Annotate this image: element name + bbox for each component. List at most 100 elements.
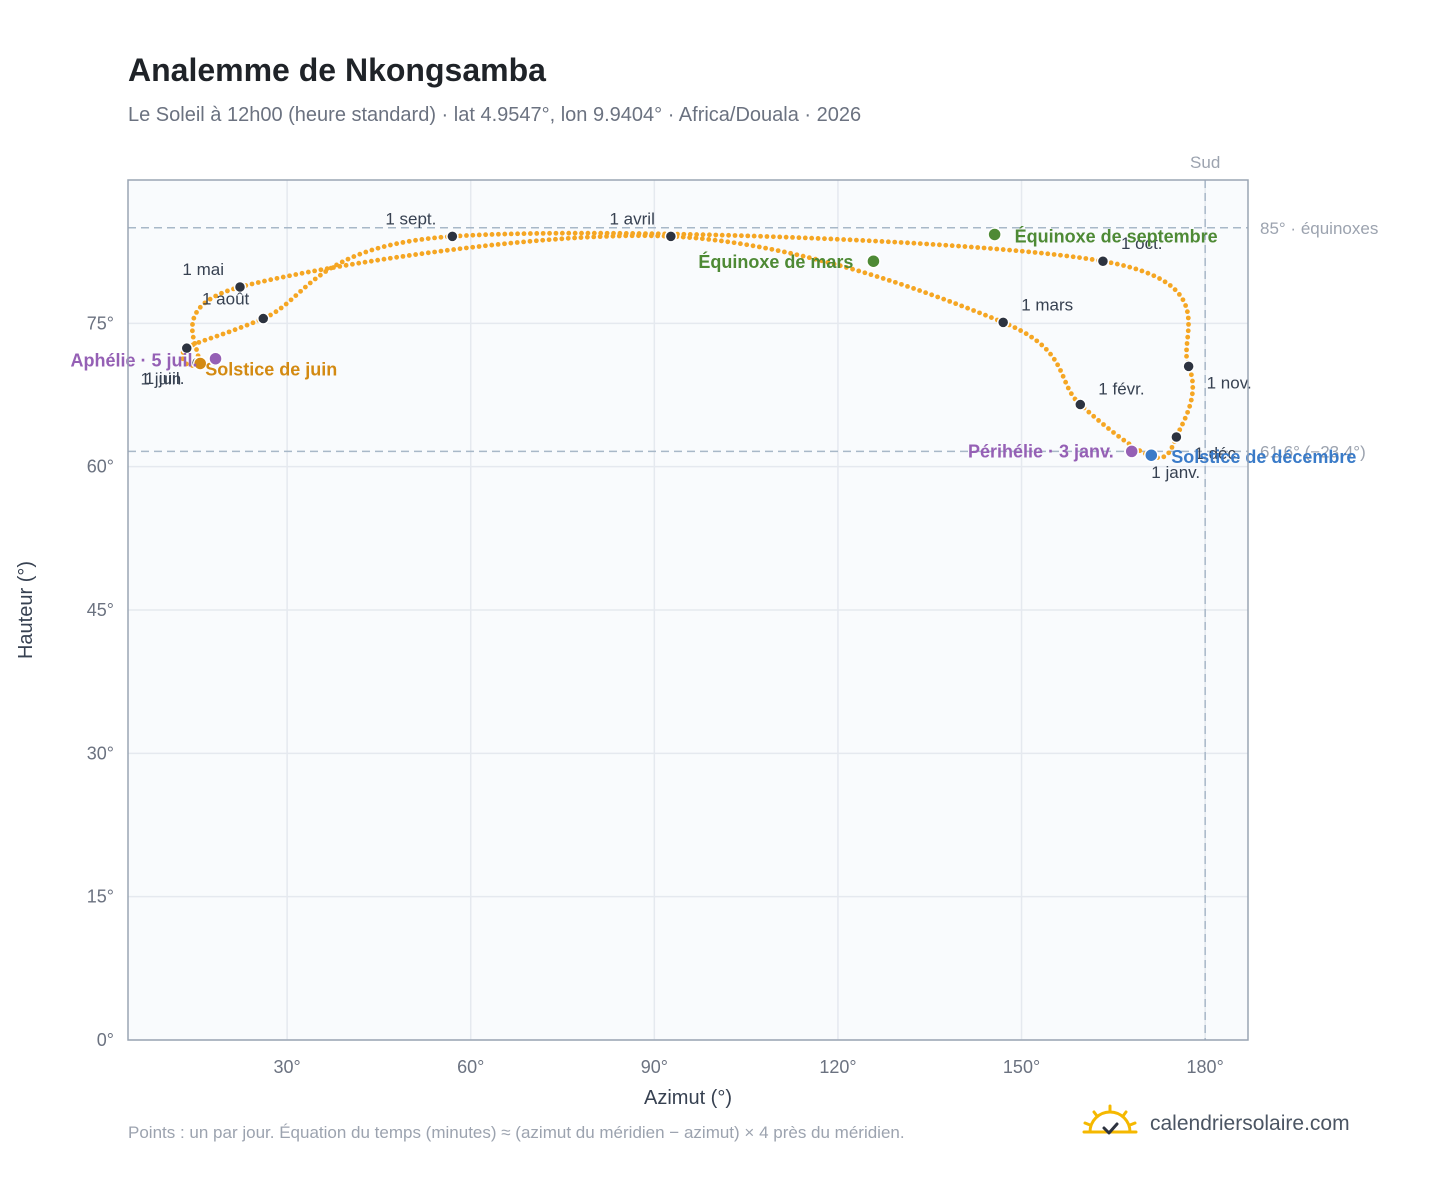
month-label: 1 août <box>202 290 250 309</box>
daily-point <box>899 281 904 287</box>
daily-point <box>1051 252 1057 257</box>
daily-point <box>617 230 623 236</box>
daily-point <box>464 233 469 238</box>
daily-point <box>1058 252 1063 258</box>
daily-point <box>1111 430 1116 435</box>
event-label: Solstice de juin <box>205 359 337 379</box>
month-label: 1 sept. <box>385 209 436 228</box>
month-marker <box>233 280 247 294</box>
daily-point <box>965 305 971 311</box>
daily-point <box>981 245 987 251</box>
chart-subtitle: Le Soleil à 12h00 (heure standard) · lat… <box>128 104 862 126</box>
reference-line-label: 61.6° (−23.4°) <box>1260 442 1366 461</box>
daily-point <box>369 247 375 253</box>
daily-point <box>769 246 775 252</box>
daily-point <box>534 231 540 236</box>
daily-point <box>546 237 552 243</box>
daily-point <box>917 288 922 293</box>
daily-point <box>694 232 700 237</box>
daily-point <box>854 237 859 243</box>
daily-point <box>273 309 279 315</box>
daily-point <box>949 243 955 249</box>
daily-point <box>598 230 604 236</box>
sun-logo-icon <box>1082 1104 1138 1135</box>
daily-point <box>923 290 929 296</box>
daily-point <box>375 245 381 251</box>
daily-point <box>249 281 255 287</box>
daily-point <box>362 259 368 265</box>
daily-point <box>387 255 393 261</box>
daily-point <box>268 277 274 283</box>
daily-point <box>572 235 577 241</box>
daily-point <box>1187 403 1193 409</box>
brand-link[interactable]: calendriersolaire.com <box>1150 1112 1350 1135</box>
daily-point <box>438 234 444 240</box>
daily-point <box>737 241 743 247</box>
daily-point <box>508 240 514 246</box>
daily-point <box>941 296 947 302</box>
y-tick-label: 60° <box>87 457 114 477</box>
month-marker <box>996 316 1010 329</box>
plot-frame <box>127 179 1249 1041</box>
daily-point <box>917 241 923 246</box>
daily-point <box>553 230 559 236</box>
daily-point <box>758 233 763 239</box>
daily-point <box>719 232 725 238</box>
daily-point <box>375 257 381 263</box>
daily-point <box>1032 250 1038 255</box>
daily-point <box>788 250 794 256</box>
daily-point <box>489 232 495 237</box>
event-marker <box>987 227 1002 242</box>
daily-point <box>693 235 699 241</box>
daily-point <box>1026 249 1032 255</box>
x-tick-label: 60° <box>457 1057 484 1077</box>
axis-ticks: 30° 60° 90° 120° 150° 180° 0° 15° 30° 45° 60° 75° <box>87 313 1224 1077</box>
daily-point <box>953 301 959 307</box>
daily-point <box>1108 260 1114 266</box>
daily-point <box>959 303 965 309</box>
daily-point <box>802 235 808 241</box>
daily-point <box>623 230 629 236</box>
daily-point <box>208 335 214 341</box>
daily-point <box>540 237 546 243</box>
daily-point <box>219 290 224 296</box>
event-label: Aphélie · 5 juil. <box>70 351 197 371</box>
daily-point <box>357 251 363 257</box>
y-tick-label: 0° <box>97 1030 114 1050</box>
daily-point <box>572 230 578 236</box>
daily-point <box>1139 268 1145 274</box>
daily-point <box>283 301 289 307</box>
daily-point <box>1177 427 1183 433</box>
daily-point <box>1190 378 1195 384</box>
daily-point <box>1063 379 1069 385</box>
event-marker <box>192 356 208 371</box>
daily-point <box>731 240 737 246</box>
month-label: 1 juin <box>141 370 182 389</box>
daily-point <box>495 242 501 247</box>
month-label: 1 nov. <box>1207 373 1252 392</box>
daily-point <box>1045 251 1051 257</box>
brand[interactable]: calendriersolaire.com <box>1082 1104 1350 1144</box>
daily-point <box>317 272 323 278</box>
daily-point <box>744 242 750 248</box>
daily-point <box>815 236 821 241</box>
daily-point <box>483 243 488 249</box>
daily-point <box>1058 368 1063 373</box>
daily-point <box>1051 356 1057 362</box>
daily-point <box>706 237 712 242</box>
daily-point <box>1077 255 1082 261</box>
daily-point <box>862 270 868 276</box>
daily-point <box>806 255 812 261</box>
reference-lines: Sud 85° · équinoxes 61.6° (−23.4°) <box>128 153 1378 1040</box>
daily-point <box>994 246 1000 252</box>
y-tick-label: 75° <box>87 313 114 333</box>
daily-point <box>527 238 533 244</box>
daily-point <box>700 232 706 238</box>
daily-point <box>502 231 508 237</box>
daily-point <box>1188 372 1194 378</box>
daily-point <box>318 267 324 273</box>
daily-point <box>847 237 853 243</box>
daily-point <box>288 297 294 303</box>
daily-point <box>1019 248 1025 254</box>
